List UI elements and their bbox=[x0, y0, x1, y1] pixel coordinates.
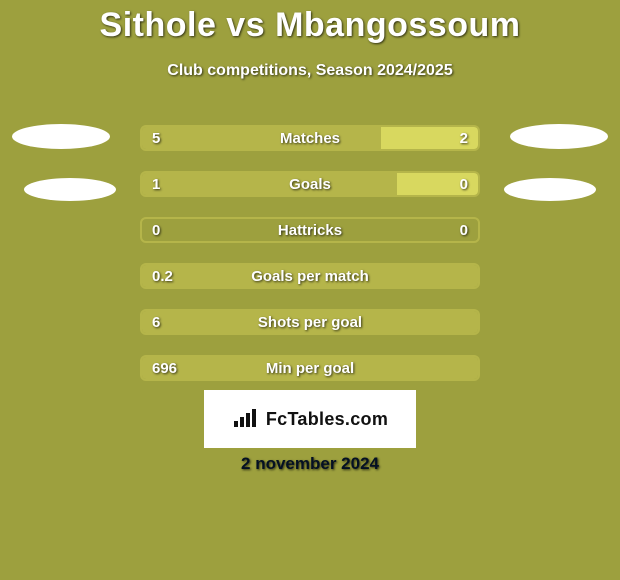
stat-bar-left bbox=[142, 311, 478, 333]
stat-bar-left bbox=[142, 127, 381, 149]
page-subtitle: Club competitions, Season 2024/2025 bbox=[0, 62, 620, 80]
stat-row-goals: Goals10 bbox=[140, 171, 480, 197]
stat-row-matches: Matches52 bbox=[140, 125, 480, 151]
logo-text: FcTables.com bbox=[266, 409, 388, 430]
fctables-logo: FcTables.com bbox=[204, 390, 416, 448]
player-ellipse-1 bbox=[510, 124, 608, 149]
bars-icon bbox=[232, 409, 260, 429]
stat-row-shots-per-goal: Shots per goal6 bbox=[140, 309, 480, 335]
footer-date: 2 november 2024 bbox=[0, 454, 620, 474]
stat-bar-left bbox=[142, 357, 478, 379]
stat-row-goals-per-match: Goals per match0.2 bbox=[140, 263, 480, 289]
stat-bar-left bbox=[142, 173, 397, 195]
player-ellipse-0 bbox=[12, 124, 110, 149]
stat-bar-right bbox=[397, 173, 478, 195]
stat-bar-left bbox=[142, 265, 478, 287]
stat-bar-right bbox=[381, 127, 478, 149]
player-ellipse-2 bbox=[24, 178, 116, 201]
page-title: Sithole vs Mbangossoum bbox=[0, 6, 620, 45]
stat-row-min-per-goal: Min per goal696 bbox=[140, 355, 480, 381]
stat-row-hattricks: Hattricks00 bbox=[140, 217, 480, 243]
player-ellipse-3 bbox=[504, 178, 596, 201]
